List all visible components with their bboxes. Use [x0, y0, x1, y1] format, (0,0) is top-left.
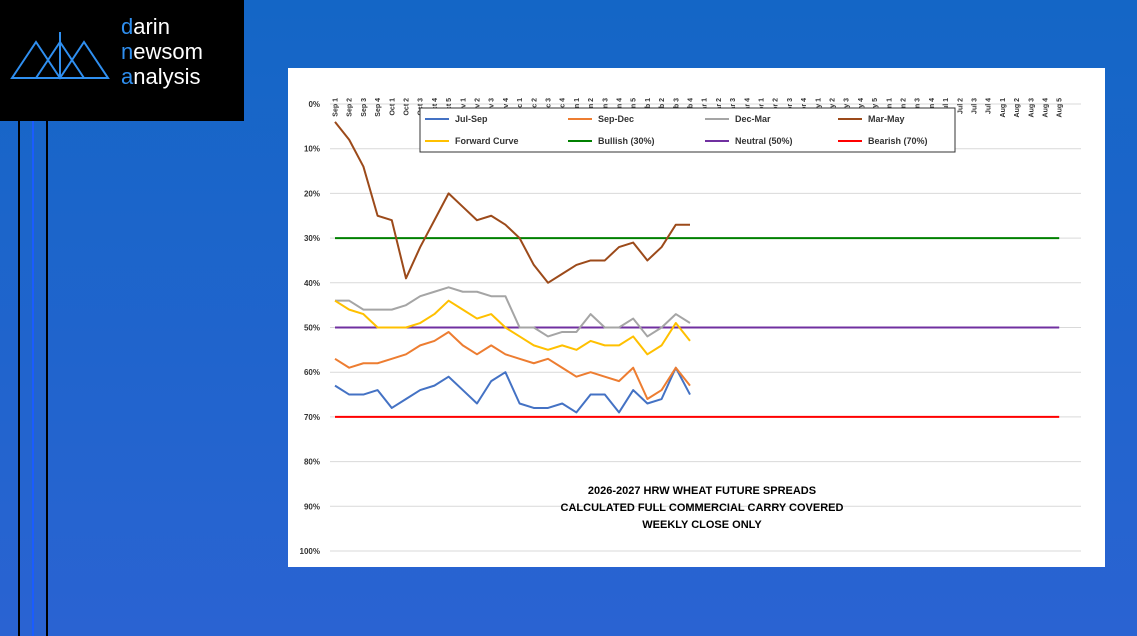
x-tick-label: Aug 4: [1043, 98, 1050, 118]
series-line: [334, 121, 690, 284]
x-tick-label: Aug 5: [1057, 98, 1064, 118]
legend-label: Bearish (70%): [868, 136, 928, 146]
x-tick-label: Jul 1: [943, 98, 950, 114]
y-tick-label: 60%: [304, 368, 320, 377]
legend-label: Dec-Mar: [735, 114, 771, 124]
logo: darin newsom analysis: [0, 0, 244, 121]
x-tick-label: Oct 3: [418, 98, 425, 116]
logo-word: darin: [121, 14, 170, 39]
x-tick-label: Oct 1: [389, 98, 396, 116]
y-tick-label: 0%: [308, 100, 320, 109]
y-tick-label: 90%: [304, 502, 320, 511]
x-tick-label: Jul 3: [972, 98, 979, 114]
decor-line: [46, 121, 48, 636]
legend-label: Mar-May: [868, 114, 905, 124]
x-tick-label: Apr 3: [787, 98, 794, 116]
x-tick-label: Jan 5: [631, 98, 638, 116]
x-tick-label: Jan 3: [602, 98, 609, 116]
annotation: 2026-2027 HRW WHEAT FUTURE SPREADS: [588, 485, 816, 497]
x-tick-label: Dec 3: [546, 98, 553, 117]
x-tick-label: Jun 3: [915, 98, 922, 116]
x-tick-label: Jan 1: [574, 98, 581, 116]
y-tick-label: 100%: [300, 547, 320, 556]
x-tick-label: Feb 2: [659, 98, 666, 116]
x-tick-label: Jun 1: [886, 98, 893, 116]
annotation: WEEKLY CLOSE ONLY: [642, 519, 762, 531]
chart: 0% 10% 20% 30% 40% 50% 60% 70% 80% 90% 100% Sep 1 Se…: [288, 68, 1105, 567]
x-tick-label: Sep 2: [347, 98, 354, 117]
x-tick-label: Jan 4: [617, 98, 624, 116]
y-tick-label: 30%: [304, 234, 320, 243]
x-tick-label: Oct 4: [432, 98, 439, 116]
legend-label: Neutral (50%): [735, 136, 793, 146]
x-tick-label: Apr 4: [801, 98, 808, 116]
x-tick-label: Dec 2: [531, 98, 538, 117]
x-tick-label: Mar 2: [716, 98, 723, 116]
y-tick-label: 40%: [304, 279, 320, 288]
y-tick-label: 70%: [304, 413, 320, 422]
x-tick-label: Feb 4: [688, 98, 695, 116]
x-tick-label: Mar 1: [702, 98, 709, 116]
x-tick-label: Oct 2: [404, 98, 411, 116]
x-tick-label: Jan 2: [588, 98, 595, 116]
legend-box: [419, 107, 956, 153]
series-line: [334, 366, 691, 414]
x-tick-label: Jul 2: [957, 98, 964, 114]
x-tick-label: Mar 3: [730, 98, 737, 116]
x-tick-label: Apr 1: [759, 98, 766, 116]
decor-line: [32, 121, 34, 636]
legend-label: Bullish (30%): [598, 136, 655, 146]
series-line: [335, 286, 691, 338]
x-tick-label: Sep 1: [333, 98, 340, 117]
x-tick-label: Nov 3: [489, 98, 496, 117]
decor-line: [18, 121, 20, 636]
y-tick-label: 10%: [304, 145, 320, 154]
x-tick-label: Dec 4: [560, 98, 567, 117]
y-tick-label: 80%: [304, 458, 320, 467]
x-tick-label: Nov 2: [475, 98, 482, 117]
x-tick-label: Aug 2: [1014, 98, 1021, 118]
legend-label: Forward Curve: [455, 136, 519, 146]
x-tick-label: Feb 1: [645, 98, 652, 116]
x-tick-label: Feb 3: [673, 98, 680, 116]
x-tick-label: Aug 1: [1000, 98, 1007, 118]
legend-label: Sep-Dec: [598, 114, 634, 124]
annotation: CALCULATED FULL COMMERCIAL CARRY COVERED: [561, 502, 844, 514]
x-tick-label: Sep 4: [375, 98, 382, 117]
x-tick-label: Nov 4: [503, 98, 510, 117]
y-tick-label: 50%: [304, 324, 320, 333]
x-tick-label: Jun 2: [901, 98, 908, 116]
x-tick-label: Dec 1: [517, 98, 524, 117]
x-tick-label: Apr 2: [773, 98, 780, 116]
x-tick-label: Jul 4: [986, 98, 993, 114]
x-tick-label: Aug 3: [1028, 98, 1035, 118]
x-tick-label: Mar 4: [744, 98, 751, 116]
y-tick-label: 20%: [304, 189, 320, 198]
x-tick-label: Jun 4: [929, 98, 936, 116]
logo-word: newsom: [121, 39, 203, 64]
legend-label: Jul-Sep: [455, 114, 488, 124]
series-line: [334, 330, 691, 401]
logo-icon: [10, 32, 110, 80]
x-tick-label: Oct 5: [446, 98, 453, 116]
x-tick-label: Sep 3: [361, 98, 368, 117]
logo-word: analysis: [121, 64, 201, 89]
series-line: [334, 299, 691, 356]
x-tick-label: Nov 1: [460, 98, 467, 117]
